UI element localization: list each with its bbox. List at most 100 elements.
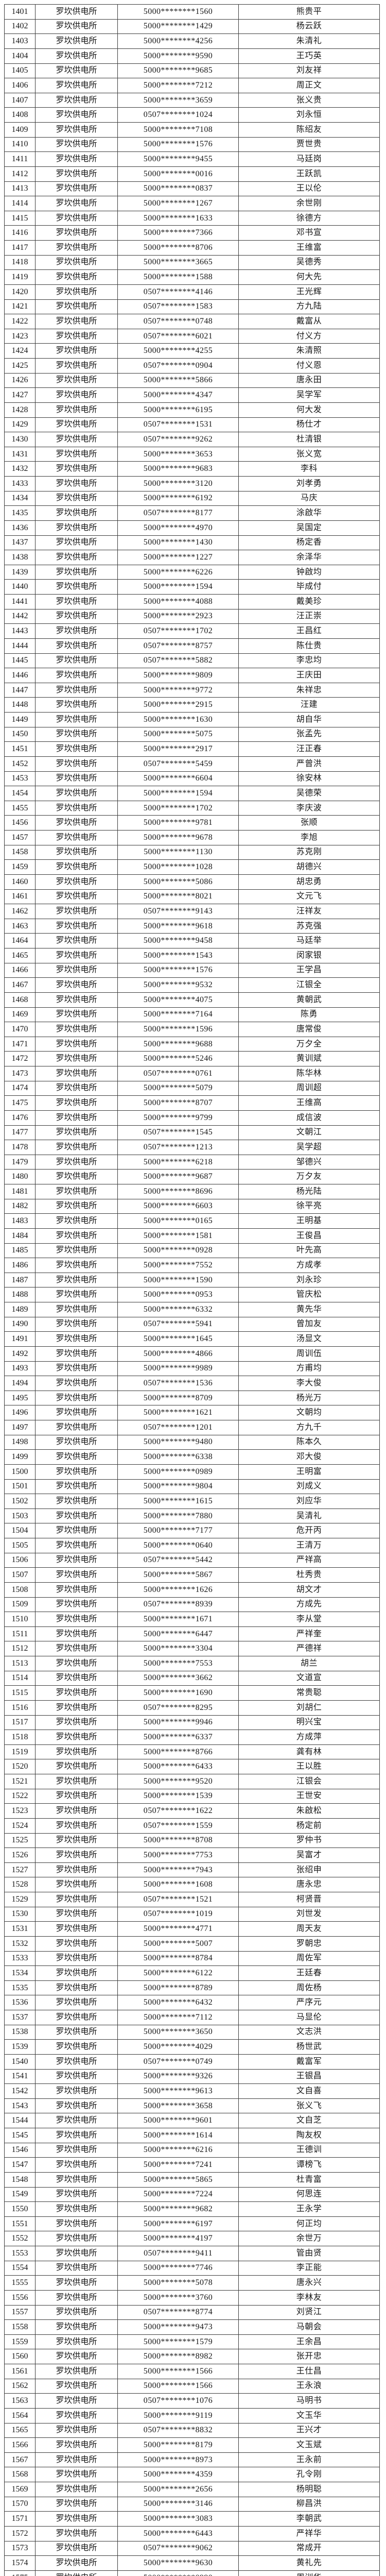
table-row: 1434 罗坎供电所 5000********6192 马庆 <box>4 490 380 506</box>
station-cell: 罗坎供电所 <box>35 2511 118 2527</box>
row-number-cell: 1423 <box>4 328 36 344</box>
masked-id-cell: 5000********8709 <box>117 1390 239 1406</box>
masked-id-cell: 5000********8021 <box>117 889 239 905</box>
station-cell: 罗坎供电所 <box>35 1346 118 1362</box>
table-row: 1448 罗坎供电所 5000********2915 汪建 <box>4 697 380 713</box>
table-row: 1560 罗坎供电所 5000********8982 张开忠 <box>4 2349 380 2364</box>
masked-id-cell: 0507********9262 <box>117 432 239 447</box>
masked-id-cell: 5000********7164 <box>117 1007 239 1023</box>
masked-id-cell: 5000********1581 <box>117 1228 239 1244</box>
name-cell: 邓书宣 <box>238 225 380 241</box>
station-cell: 罗坎供电所 <box>35 1331 118 1347</box>
name-cell: 胡德兴 <box>238 859 380 875</box>
station-cell: 罗坎供电所 <box>35 904 118 919</box>
masked-id-cell: 5000********1267 <box>117 196 239 211</box>
masked-id-cell: 5000********7112 <box>117 2010 239 2025</box>
station-cell: 罗坎供电所 <box>35 2334 118 2350</box>
row-number-cell: 1427 <box>4 387 36 403</box>
row-number-cell: 1520 <box>4 1759 36 1774</box>
table-row: 1468 罗坎供电所 5000********4075 黄朝武 <box>4 992 380 1008</box>
masked-id-cell: 5000********8973 <box>117 2452 239 2468</box>
row-number-cell: 1479 <box>4 1154 36 1170</box>
name-cell: 周佐军 <box>238 1951 380 1967</box>
masked-id-cell: 5000********8179 <box>117 2437 239 2453</box>
masked-id-cell: 5000********1566 <box>117 2378 239 2394</box>
table-row: 1411 罗坎供电所 5000********9455 马廷岗 <box>4 151 380 167</box>
masked-id-cell: 5000********1594 <box>117 786 239 801</box>
station-cell: 罗坎供电所 <box>35 255 118 270</box>
station-cell: 罗坎供电所 <box>35 668 118 683</box>
table-row: 1469 罗坎供电所 5000********7164 陈勇 <box>4 1007 380 1023</box>
row-number-cell: 1424 <box>4 343 36 359</box>
name-cell: 杨光陆 <box>238 1184 380 1199</box>
masked-id-cell: 5000********9946 <box>117 1715 239 1731</box>
masked-id-cell: 5000********5007 <box>117 1936 239 1952</box>
table-row: 1563 罗坎供电所 0507********1076 马明书 <box>4 2393 380 2409</box>
masked-id-cell: 5000********6443 <box>117 2526 239 2541</box>
row-number-cell: 1409 <box>4 122 36 138</box>
name-cell: 马庆 <box>238 490 380 506</box>
station-cell: 罗坎供电所 <box>35 1597 118 1613</box>
station-cell: 罗坎供电所 <box>35 210 118 226</box>
row-number-cell: 1497 <box>4 1420 36 1435</box>
station-cell: 罗坎供电所 <box>35 181 118 197</box>
name-cell: 周天友 <box>238 1921 380 1937</box>
name-cell: 万夕全 <box>238 1036 380 1052</box>
table-row: 1415 罗坎供电所 5000********1633 徐德方 <box>4 210 380 226</box>
name-cell: 李林友 <box>238 2290 380 2306</box>
row-number-cell: 1437 <box>4 535 36 551</box>
row-number-cell: 1562 <box>4 2378 36 2394</box>
row-number-cell: 1426 <box>4 372 36 388</box>
masked-id-cell: 5000********1429 <box>117 19 239 35</box>
table-row: 1555 罗坎供电所 5000********5078 唐永兴 <box>4 2275 380 2291</box>
masked-id-cell: 0507********8295 <box>117 1700 239 1716</box>
name-cell: 方成孝 <box>238 1258 380 1273</box>
name-cell: 贾世贵 <box>238 137 380 152</box>
row-number-cell: 1435 <box>4 505 36 521</box>
table-row: 1443 罗坎供电所 0507********1702 王昌红 <box>4 623 380 639</box>
station-cell: 罗坎供电所 <box>35 1272 118 1288</box>
row-number-cell: 1521 <box>4 1774 36 1789</box>
row-number-cell: 1493 <box>4 1361 36 1377</box>
table-row: 1564 罗坎供电所 5000********9119 文玉华 <box>4 2408 380 2424</box>
name-cell: 张义贵 <box>238 92 380 108</box>
row-number-cell: 1516 <box>4 1700 36 1716</box>
table-row: 1458 罗坎供电所 5000********1130 苏克刚 <box>4 844 380 860</box>
name-cell: 王永学 <box>238 2201 380 2217</box>
name-cell: 何大先 <box>238 269 380 285</box>
name-cell: 方九陆 <box>238 299 380 315</box>
row-number-cell: 1495 <box>4 1390 36 1406</box>
masked-id-cell: 5000********2915 <box>117 697 239 713</box>
station-cell: 罗坎供电所 <box>35 1670 118 1686</box>
table-row: 1512 罗坎供电所 5000********3304 严德祥 <box>4 1641 380 1656</box>
name-cell: 杨世武 <box>238 2039 380 2055</box>
table-row: 1559 罗坎供电所 5000********1579 王余昌 <box>4 2334 380 2350</box>
name-cell: 杨定香 <box>238 535 380 551</box>
table-row: 1482 罗坎供电所 5000********6603 徐平亮 <box>4 1198 380 1214</box>
row-number-cell: 1441 <box>4 594 36 609</box>
station-cell: 罗坎供电所 <box>35 1434 118 1450</box>
name-cell: 闵家银 <box>238 948 380 963</box>
name-cell: 张顺 <box>238 815 380 831</box>
name-cell: 马廷举 <box>238 933 380 948</box>
masked-id-cell: 5000********1543 <box>117 948 239 963</box>
table-row: 1507 罗坎供电所 5000********5867 杜秀贵 <box>4 1567 380 1583</box>
name-cell: 方成先 <box>238 1597 380 1613</box>
station-cell: 罗坎供电所 <box>35 889 118 905</box>
name-cell: 余世万 <box>238 2231 380 2246</box>
station-cell: 罗坎供电所 <box>35 2290 118 2306</box>
name-cell: 李正能 <box>238 2260 380 2276</box>
masked-id-cell: 5000********3650 <box>117 2024 239 2040</box>
name-cell: 戴富从 <box>238 314 380 329</box>
masked-id-cell: 5000********0837 <box>117 181 239 197</box>
table-row: 1426 罗坎供电所 5000********5866 唐永田 <box>4 372 380 388</box>
name-cell: 刘胡仁 <box>238 1700 380 1716</box>
table-row: 1517 罗坎供电所 5000********9946 明兴宝 <box>4 1715 380 1731</box>
masked-id-cell: 5000********0016 <box>117 166 239 182</box>
row-number-cell: 1450 <box>4 726 36 742</box>
name-cell: 张义飞 <box>238 2098 380 2114</box>
row-number-cell: 1568 <box>4 2467 36 2482</box>
masked-id-cell: 5000********4075 <box>117 992 239 1008</box>
masked-id-cell: 5000********8708 <box>117 1833 239 1849</box>
